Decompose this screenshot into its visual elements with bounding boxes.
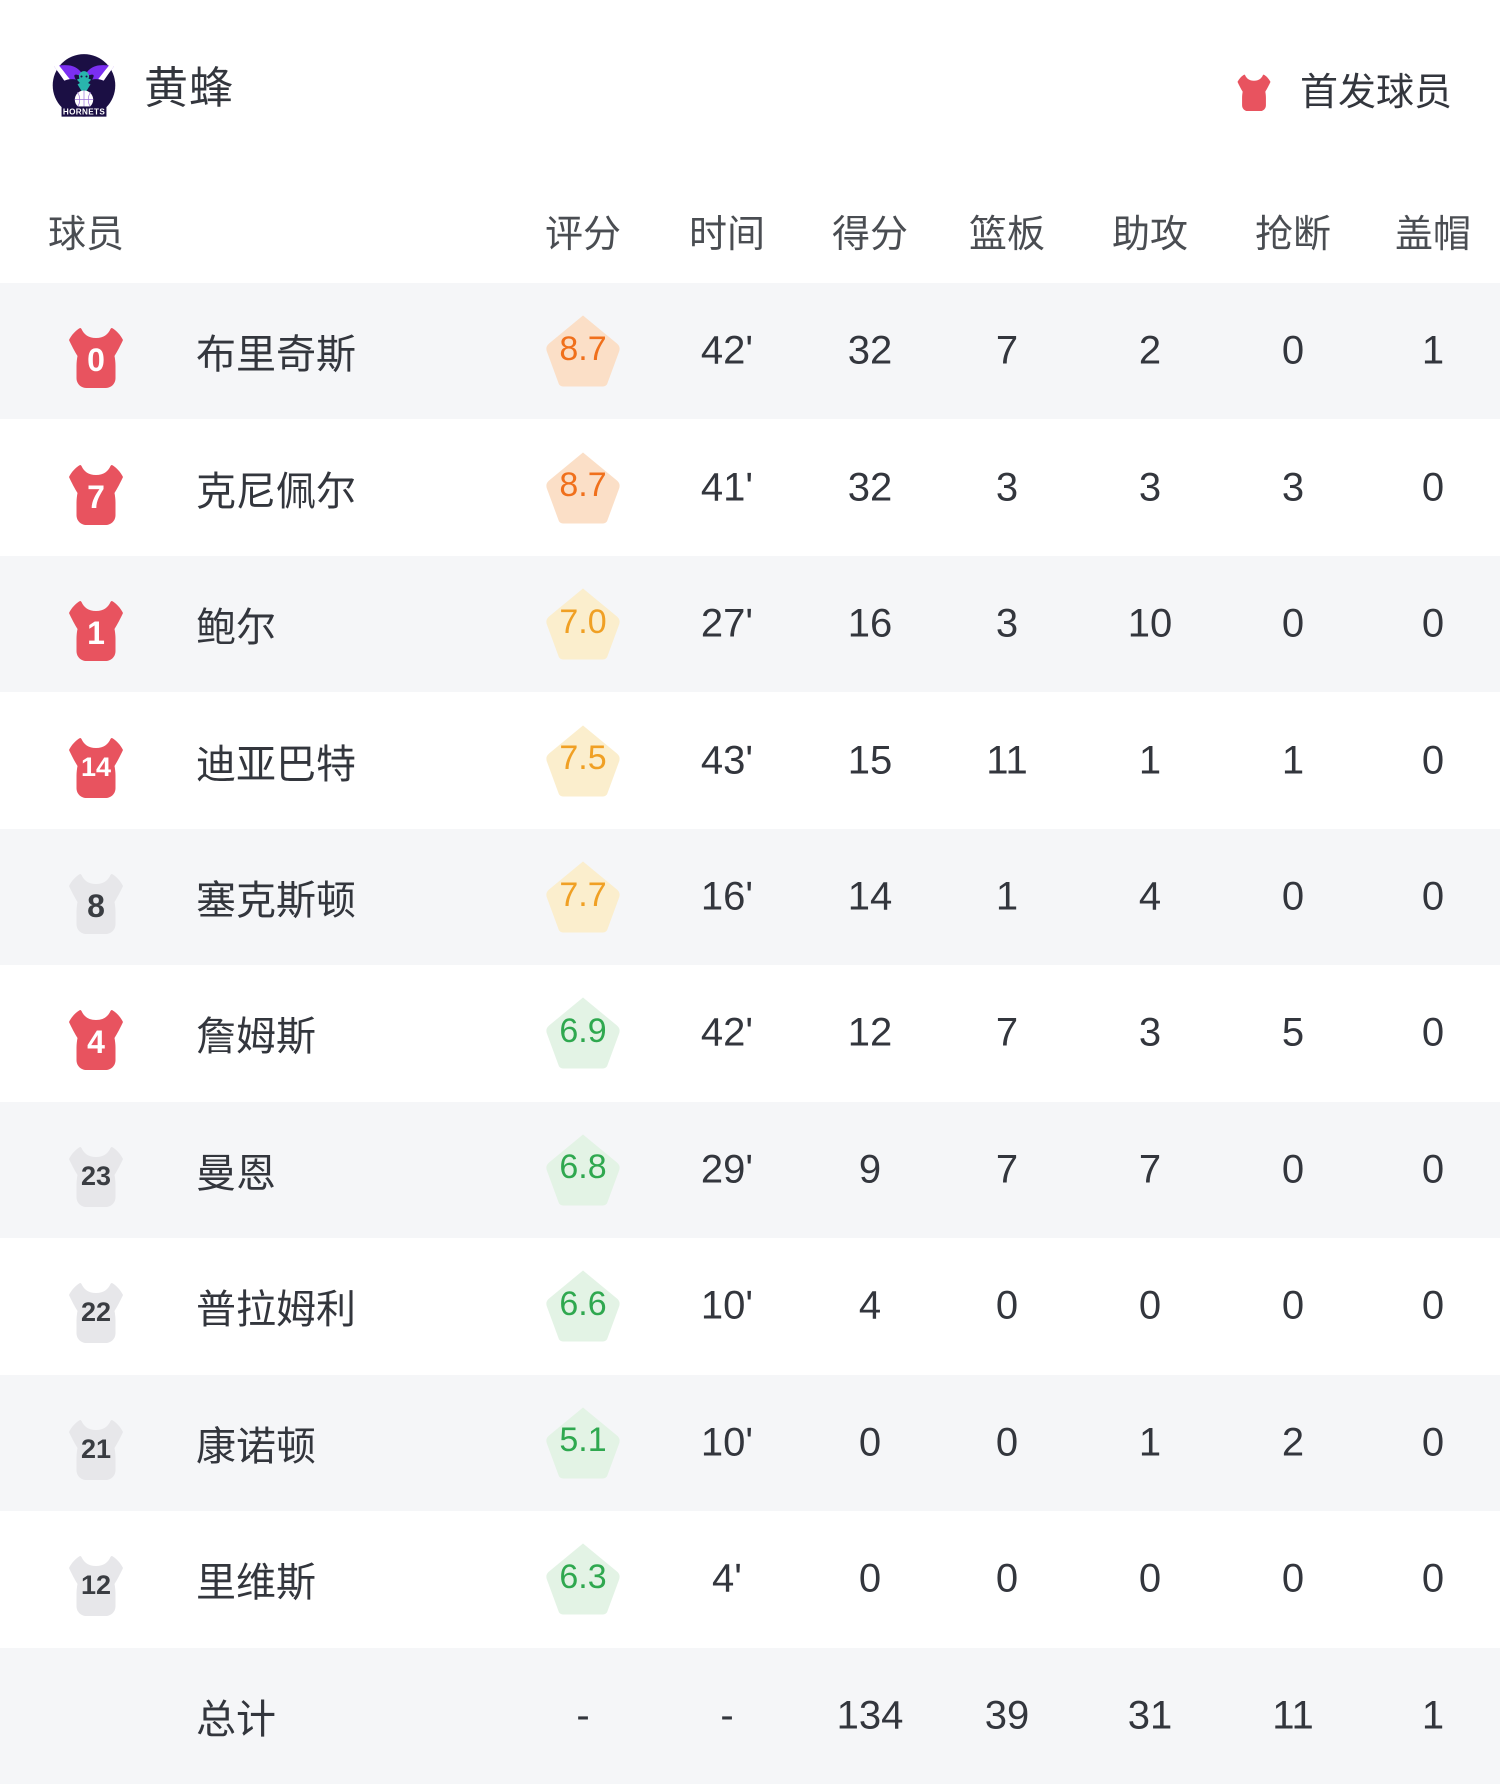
svg-text:HORNETS: HORNETS [63, 108, 105, 117]
